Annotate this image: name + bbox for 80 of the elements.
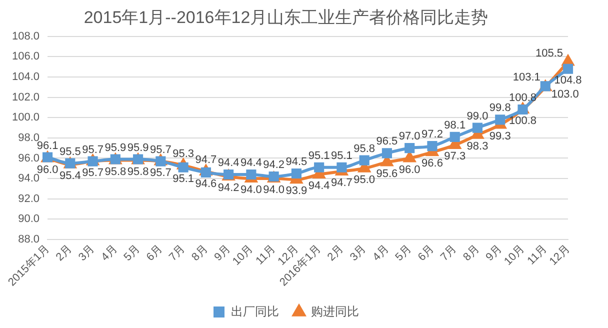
data-label: 94.7 xyxy=(330,176,352,189)
data-label: 95.3 xyxy=(172,148,194,160)
x-tick-label: 12月 xyxy=(547,242,572,268)
data-label: 99.0 xyxy=(466,110,488,122)
x-tick-label: 10月 xyxy=(502,242,528,268)
data-label: 98.1 xyxy=(444,119,466,132)
data-label: 103.1 xyxy=(512,72,540,84)
x-tick-label: 2月 xyxy=(54,242,74,264)
data-label: 95.7 xyxy=(150,166,172,179)
x-tick-label: 6月 xyxy=(144,242,165,264)
data-label: 94.2 xyxy=(218,182,240,194)
x-tick-label: 4月 xyxy=(99,242,120,264)
x-tick-label: 6月 xyxy=(416,242,436,264)
data-label: 94.7 xyxy=(195,154,217,166)
data-label: 96.0 xyxy=(398,164,420,176)
data-label: 93.9 xyxy=(286,185,308,198)
x-tick-label: 11月 xyxy=(254,242,278,268)
data-label: 95.6 xyxy=(376,168,398,180)
x-tick-label: 9月 xyxy=(484,242,504,264)
x-tick-label: 5月 xyxy=(393,242,414,264)
legend-label: 购进同比 xyxy=(311,304,359,318)
data-label: 94.0 xyxy=(240,184,262,196)
data-label: 97.0 xyxy=(398,130,420,143)
y-tick-label: 94.0 xyxy=(18,172,40,185)
x-tick-label: 2月 xyxy=(325,242,346,264)
data-label: 94.4 xyxy=(308,180,330,192)
data-label: 99.8 xyxy=(489,102,511,114)
x-tick-label: 4月 xyxy=(370,242,392,264)
x-tick-label: 3月 xyxy=(348,242,369,264)
data-label: 95.1 xyxy=(330,150,352,162)
y-tick-label: 106.0 xyxy=(12,50,40,63)
data-label: 97.2 xyxy=(422,128,443,141)
data-label: 96.1 xyxy=(36,140,58,152)
data-label: 95.9 xyxy=(127,142,149,154)
data-label: 95.7 xyxy=(82,144,104,156)
y-tick-label: 90.0 xyxy=(18,213,40,226)
data-label: 95.4 xyxy=(59,170,81,182)
data-label: 95.8 xyxy=(354,142,376,155)
y-tick-label: 100.0 xyxy=(12,112,40,124)
x-tick-label: 3月 xyxy=(76,242,98,264)
data-label: 95.9 xyxy=(104,142,126,154)
data-label: 95.1 xyxy=(172,172,194,185)
x-tick-label: 10月 xyxy=(230,242,256,268)
x-tick-label: 7月 xyxy=(166,242,188,264)
data-label: 94.5 xyxy=(286,156,308,168)
data-label: 94.4 xyxy=(218,157,240,170)
data-label: 95.7 xyxy=(150,144,172,156)
y-tick-label: 102.0 xyxy=(12,91,40,104)
y-tick-label: 92.0 xyxy=(18,192,40,205)
legend-label: 出厂同比 xyxy=(231,304,279,318)
data-label: 96.6 xyxy=(422,158,443,170)
x-tick-label: 5月 xyxy=(122,242,142,264)
data-label: 94.2 xyxy=(263,159,285,172)
data-label: 94.6 xyxy=(195,178,217,190)
data-label: 103.0 xyxy=(551,88,579,101)
data-label: 99.3 xyxy=(489,130,511,142)
chart-title: 2015年1月--2016年12月山东工业生产者价格同比走势 xyxy=(84,8,488,27)
data-label: 95.0 xyxy=(354,174,376,186)
data-label: 95.5 xyxy=(59,146,81,158)
data-label: 104.8 xyxy=(554,74,582,86)
x-tick-label: 8月 xyxy=(190,242,210,264)
data-label: 96.5 xyxy=(376,136,398,148)
x-tick-label: 9月 xyxy=(212,242,233,264)
data-label: 95.1 xyxy=(308,150,330,162)
data-label: 94.0 xyxy=(263,184,285,196)
data-label: 95.8 xyxy=(104,166,126,178)
data-label: 98.3 xyxy=(466,140,488,152)
y-tick-label: 108.0 xyxy=(12,30,40,42)
y-tick-label: 96.0 xyxy=(18,152,40,164)
y-tick-label: 104.0 xyxy=(12,71,40,84)
x-tick-label: 7月 xyxy=(438,242,460,264)
data-label: 95.8 xyxy=(127,166,149,178)
data-label: 105.5 xyxy=(535,47,563,60)
data-label: 97.3 xyxy=(444,150,466,163)
x-tick-label: 11月 xyxy=(525,242,550,268)
data-label: 100.8 xyxy=(508,115,537,128)
data-label: 94.4 xyxy=(240,157,262,170)
data-label: 95.7 xyxy=(82,166,104,179)
y-tick-label: 88.0 xyxy=(18,234,40,246)
x-tick-label: 8月 xyxy=(461,242,482,264)
